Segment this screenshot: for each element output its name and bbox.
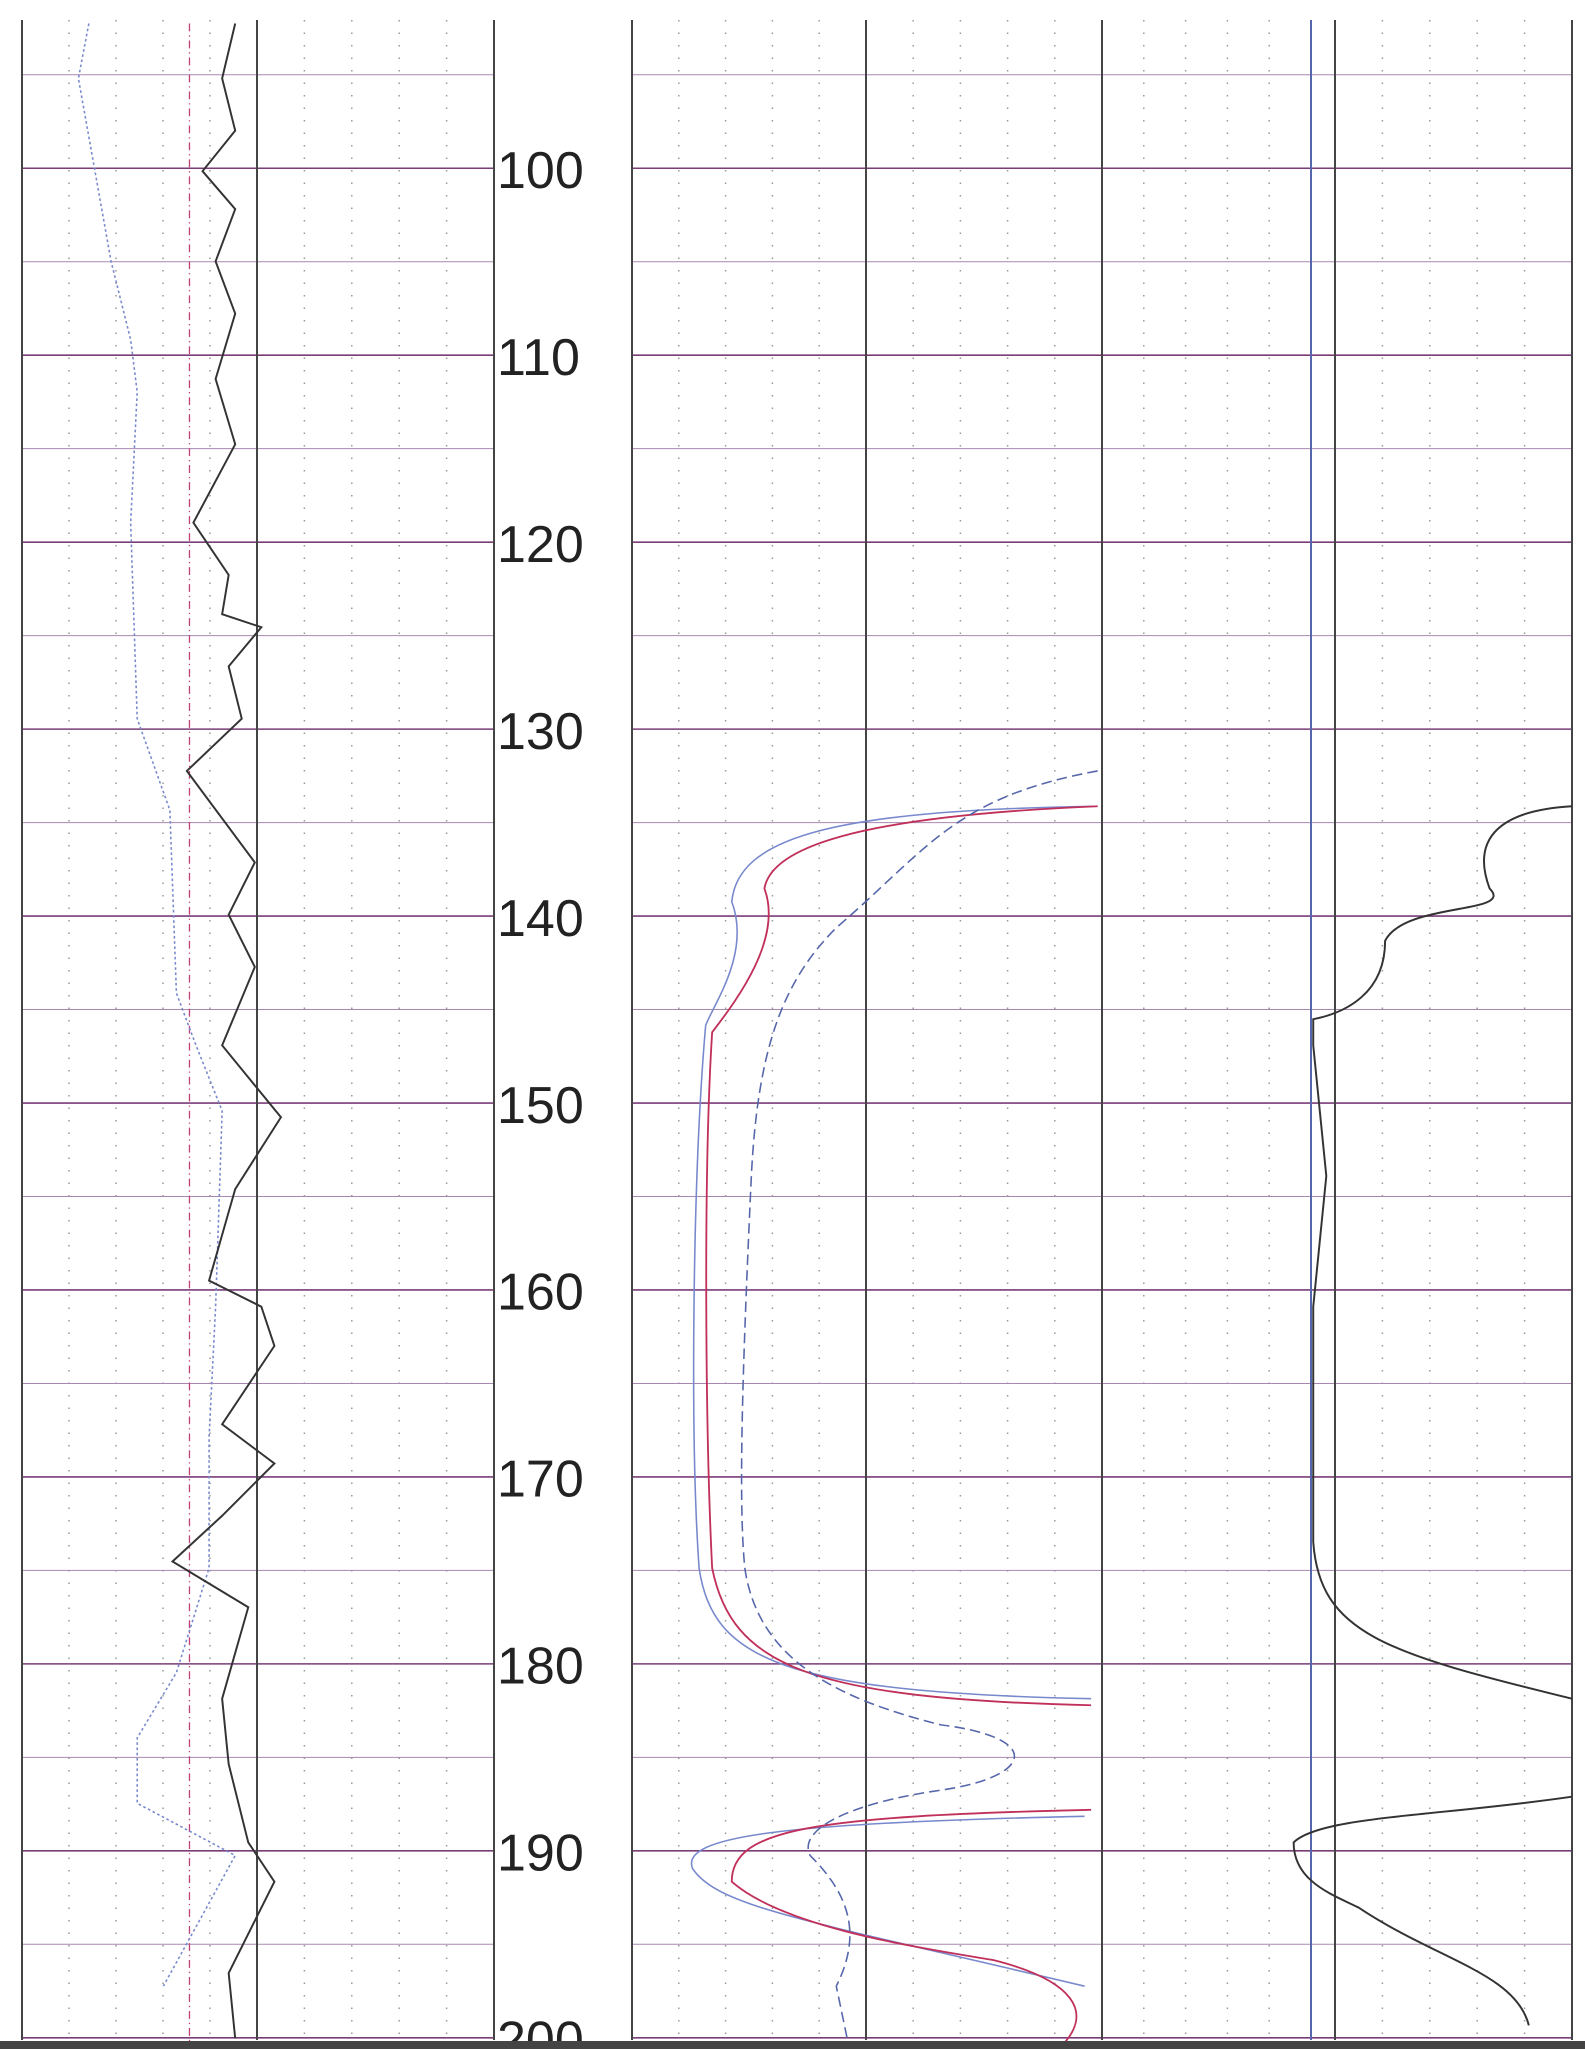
depth-label: 120 [497,516,584,574]
curves [77,23,1573,2049]
grid [22,20,1572,2040]
depth-label: 160 [497,1264,584,1322]
depth-label: 110 [497,329,580,387]
scan-edge [0,2041,1585,2049]
depth-label: 140 [497,890,584,948]
depth-label: 130 [497,703,584,761]
curve [705,805,1098,2049]
track-borders [21,20,1573,2040]
curve [690,805,1098,1987]
curve [1292,805,1573,2026]
depth-label: 190 [497,1825,584,1883]
curve [170,23,283,2039]
depth-label: 170 [497,1451,584,1509]
depth-label: 150 [497,1077,584,1135]
curve [77,23,237,1987]
depth-label: 180 [497,1638,584,1696]
curve [740,770,1098,2049]
depth-label: 100 [497,142,584,200]
